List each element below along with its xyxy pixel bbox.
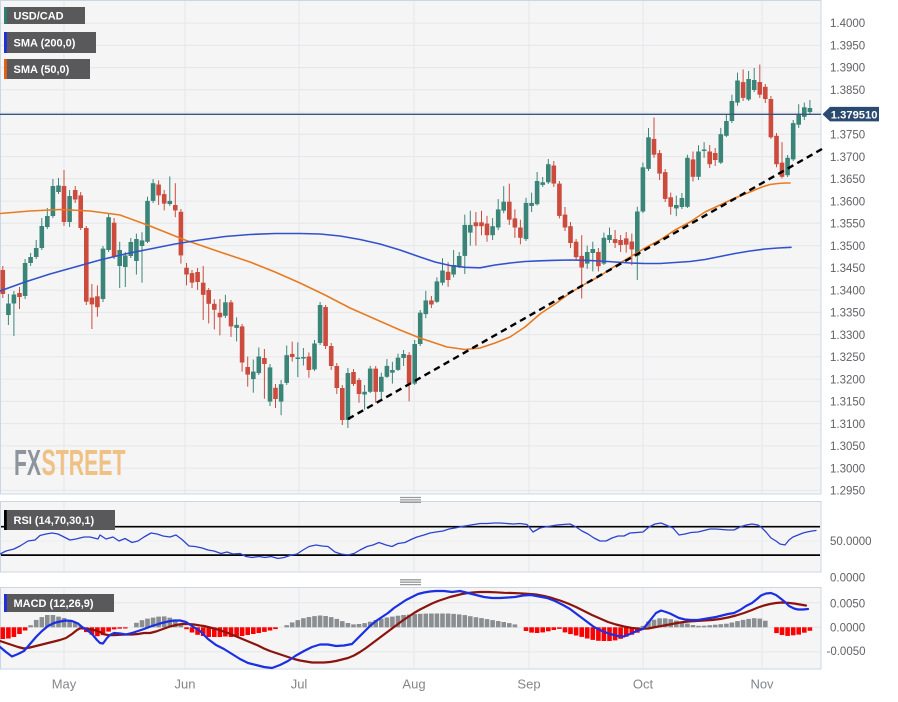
svg-text:Sep: Sep: [517, 677, 540, 692]
svg-text:1.3300: 1.3300: [830, 330, 865, 342]
svg-text:1.3450: 1.3450: [830, 263, 865, 275]
svg-text:1.3850: 1.3850: [830, 85, 865, 97]
svg-text:1.3150: 1.3150: [830, 397, 865, 409]
svg-text:1.3350: 1.3350: [830, 308, 865, 320]
svg-text:SMA (200,0): SMA (200,0): [14, 38, 76, 50]
svg-text:1.3400: 1.3400: [830, 285, 865, 297]
svg-text:1.3900: 1.3900: [830, 63, 865, 75]
svg-text:Nov: Nov: [750, 677, 774, 692]
svg-text:1.3750: 1.3750: [830, 130, 865, 142]
svg-text:1.3200: 1.3200: [830, 374, 865, 386]
svg-text:1.3600: 1.3600: [830, 196, 865, 208]
svg-text:1.3500: 1.3500: [830, 241, 865, 253]
svg-text:-0.0050: -0.0050: [827, 646, 866, 658]
svg-text:FX: FX: [14, 442, 41, 483]
svg-text:1.3000: 1.3000: [830, 463, 865, 475]
svg-text:1.3250: 1.3250: [830, 352, 865, 364]
svg-text:Jul: Jul: [291, 677, 308, 692]
svg-text:Oct: Oct: [633, 677, 654, 692]
svg-text:1.3550: 1.3550: [830, 219, 865, 231]
svg-text:Jun: Jun: [175, 677, 196, 692]
svg-text:1.3950: 1.3950: [830, 40, 865, 52]
svg-text:0.0050: 0.0050: [830, 599, 865, 611]
svg-text:SMA (50,0): SMA (50,0): [14, 64, 70, 76]
svg-text:0.0000: 0.0000: [830, 572, 865, 584]
svg-text:STREET: STREET: [42, 442, 126, 483]
svg-text:0.0000: 0.0000: [830, 622, 865, 634]
svg-text:MACD (12,26,9): MACD (12,26,9): [14, 598, 94, 610]
svg-text:1.2950: 1.2950: [830, 486, 865, 498]
svg-text:RSI (14,70,30,1): RSI (14,70,30,1): [14, 515, 95, 527]
svg-text:1.3050: 1.3050: [830, 441, 865, 453]
svg-text:1.4000: 1.4000: [830, 18, 865, 30]
svg-text:50.0000: 50.0000: [830, 536, 872, 548]
svg-text:1.379510: 1.379510: [831, 110, 878, 122]
svg-text:1.3100: 1.3100: [830, 419, 865, 431]
svg-text:Aug: Aug: [402, 677, 425, 692]
svg-text:May: May: [52, 677, 77, 692]
svg-text:1.3700: 1.3700: [830, 152, 865, 164]
svg-text:1.3650: 1.3650: [830, 174, 865, 186]
svg-text:USD/CAD: USD/CAD: [14, 11, 64, 23]
